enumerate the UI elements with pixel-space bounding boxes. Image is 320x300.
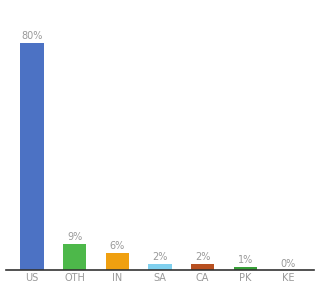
Bar bbox=[191, 264, 214, 270]
Bar bbox=[20, 43, 44, 270]
Bar bbox=[148, 264, 172, 270]
Text: 80%: 80% bbox=[21, 31, 43, 41]
Text: 2%: 2% bbox=[195, 252, 210, 262]
Text: 9%: 9% bbox=[67, 232, 82, 242]
Bar bbox=[63, 244, 86, 270]
Bar bbox=[106, 253, 129, 270]
Text: 2%: 2% bbox=[152, 252, 168, 262]
Bar bbox=[234, 267, 257, 270]
Text: 0%: 0% bbox=[280, 259, 296, 269]
Text: 6%: 6% bbox=[110, 241, 125, 251]
Text: 1%: 1% bbox=[238, 255, 253, 265]
